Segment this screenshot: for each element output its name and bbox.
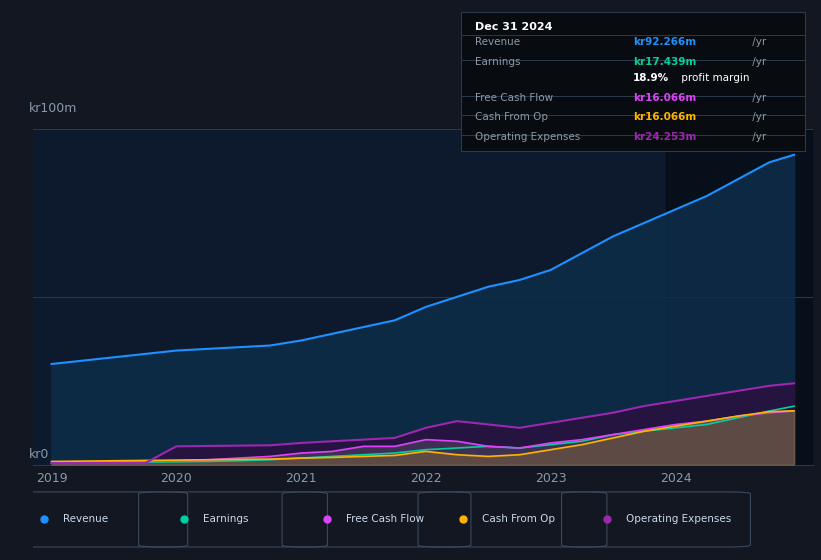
Text: kr16.066m: kr16.066m bbox=[633, 93, 696, 103]
Text: Operating Expenses: Operating Expenses bbox=[626, 515, 731, 525]
Text: Dec 31 2024: Dec 31 2024 bbox=[475, 22, 553, 32]
Text: kr100m: kr100m bbox=[29, 102, 77, 115]
Text: 18.9%: 18.9% bbox=[633, 73, 669, 83]
Text: kr16.066m: kr16.066m bbox=[633, 113, 696, 122]
Text: kr17.439m: kr17.439m bbox=[633, 57, 696, 67]
Text: kr0: kr0 bbox=[29, 449, 49, 461]
Text: /yr: /yr bbox=[749, 113, 766, 122]
Text: Earnings: Earnings bbox=[203, 515, 248, 525]
Text: Operating Expenses: Operating Expenses bbox=[475, 132, 580, 142]
Text: Free Cash Flow: Free Cash Flow bbox=[346, 515, 424, 525]
Text: profit margin: profit margin bbox=[677, 73, 749, 83]
Bar bbox=[666, 129, 813, 465]
Text: Earnings: Earnings bbox=[475, 57, 521, 67]
Text: /yr: /yr bbox=[749, 132, 766, 142]
Text: kr92.266m: kr92.266m bbox=[633, 38, 696, 47]
Text: kr24.253m: kr24.253m bbox=[633, 132, 696, 142]
Text: Free Cash Flow: Free Cash Flow bbox=[475, 93, 553, 103]
Text: Revenue: Revenue bbox=[63, 515, 108, 525]
Text: /yr: /yr bbox=[749, 38, 766, 47]
Text: Cash From Op: Cash From Op bbox=[475, 113, 548, 122]
Text: /yr: /yr bbox=[749, 93, 766, 103]
Text: /yr: /yr bbox=[749, 57, 766, 67]
Text: Cash From Op: Cash From Op bbox=[482, 515, 555, 525]
Text: Revenue: Revenue bbox=[475, 38, 521, 47]
